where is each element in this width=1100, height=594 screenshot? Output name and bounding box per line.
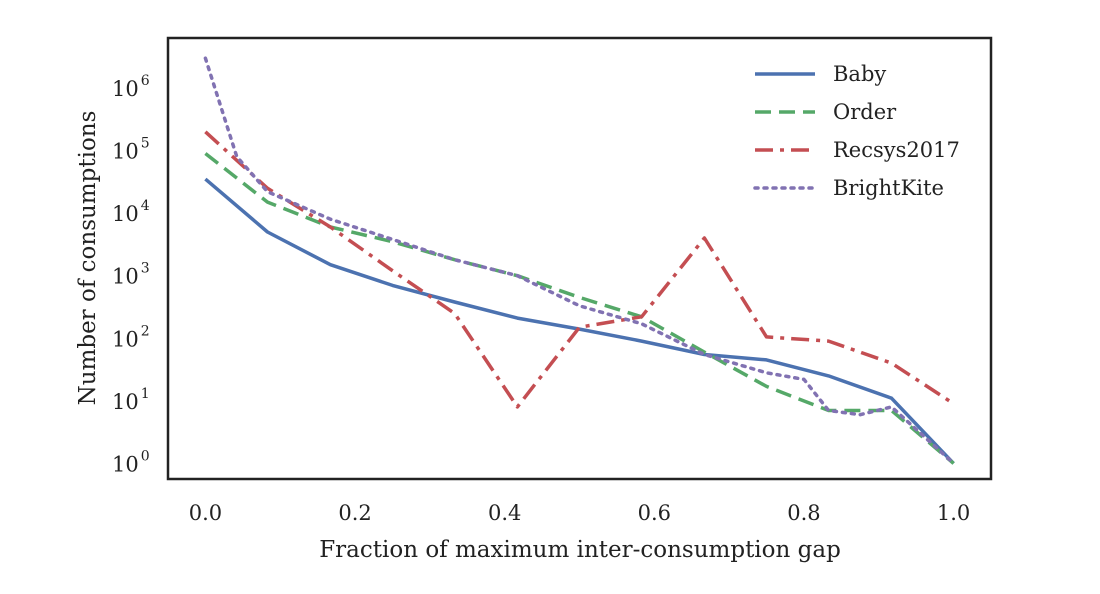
legend-label-brightkite: BrightKite (833, 176, 944, 200)
legend: Baby Order Recsys2017 BrightKite (753, 62, 960, 200)
legend-label-recsys2017: Recsys2017 (833, 138, 960, 162)
series-line-brightkite (203, 56, 956, 466)
series-line-recsys2017 (204, 130, 955, 409)
y-tick-label: 10 1 (112, 386, 150, 414)
x-tick-labels: 0.0 0.2 0.4 0.6 0.8 1.0 (189, 501, 971, 525)
x-tick-label: 0.8 (787, 501, 820, 525)
x-tick-label: 0.2 (338, 501, 371, 525)
y-tick-label: 10 2 (112, 323, 150, 351)
x-axis-label: Fraction of maximum inter-consumption ga… (319, 537, 841, 563)
x-tick-label: 0.0 (189, 501, 222, 525)
y-tick-label: 10 4 (112, 198, 150, 226)
x-tick-label: 0.6 (638, 501, 671, 525)
legend-label-baby: Baby (833, 62, 886, 86)
plot-area (166, 36, 993, 481)
y-axis-label: Number of consumptions (75, 111, 101, 406)
y-tick-label: 10 0 (112, 448, 150, 476)
series-layer (203, 56, 956, 466)
x-tick-label: 1.0 (937, 501, 970, 525)
y-tick-label: 10 3 (112, 261, 150, 289)
y-tick-label: 10 6 (112, 73, 150, 101)
legend-label-order: Order (833, 100, 897, 124)
x-tick-label: 0.4 (488, 501, 521, 525)
y-tick-label: 10 5 (112, 136, 150, 164)
